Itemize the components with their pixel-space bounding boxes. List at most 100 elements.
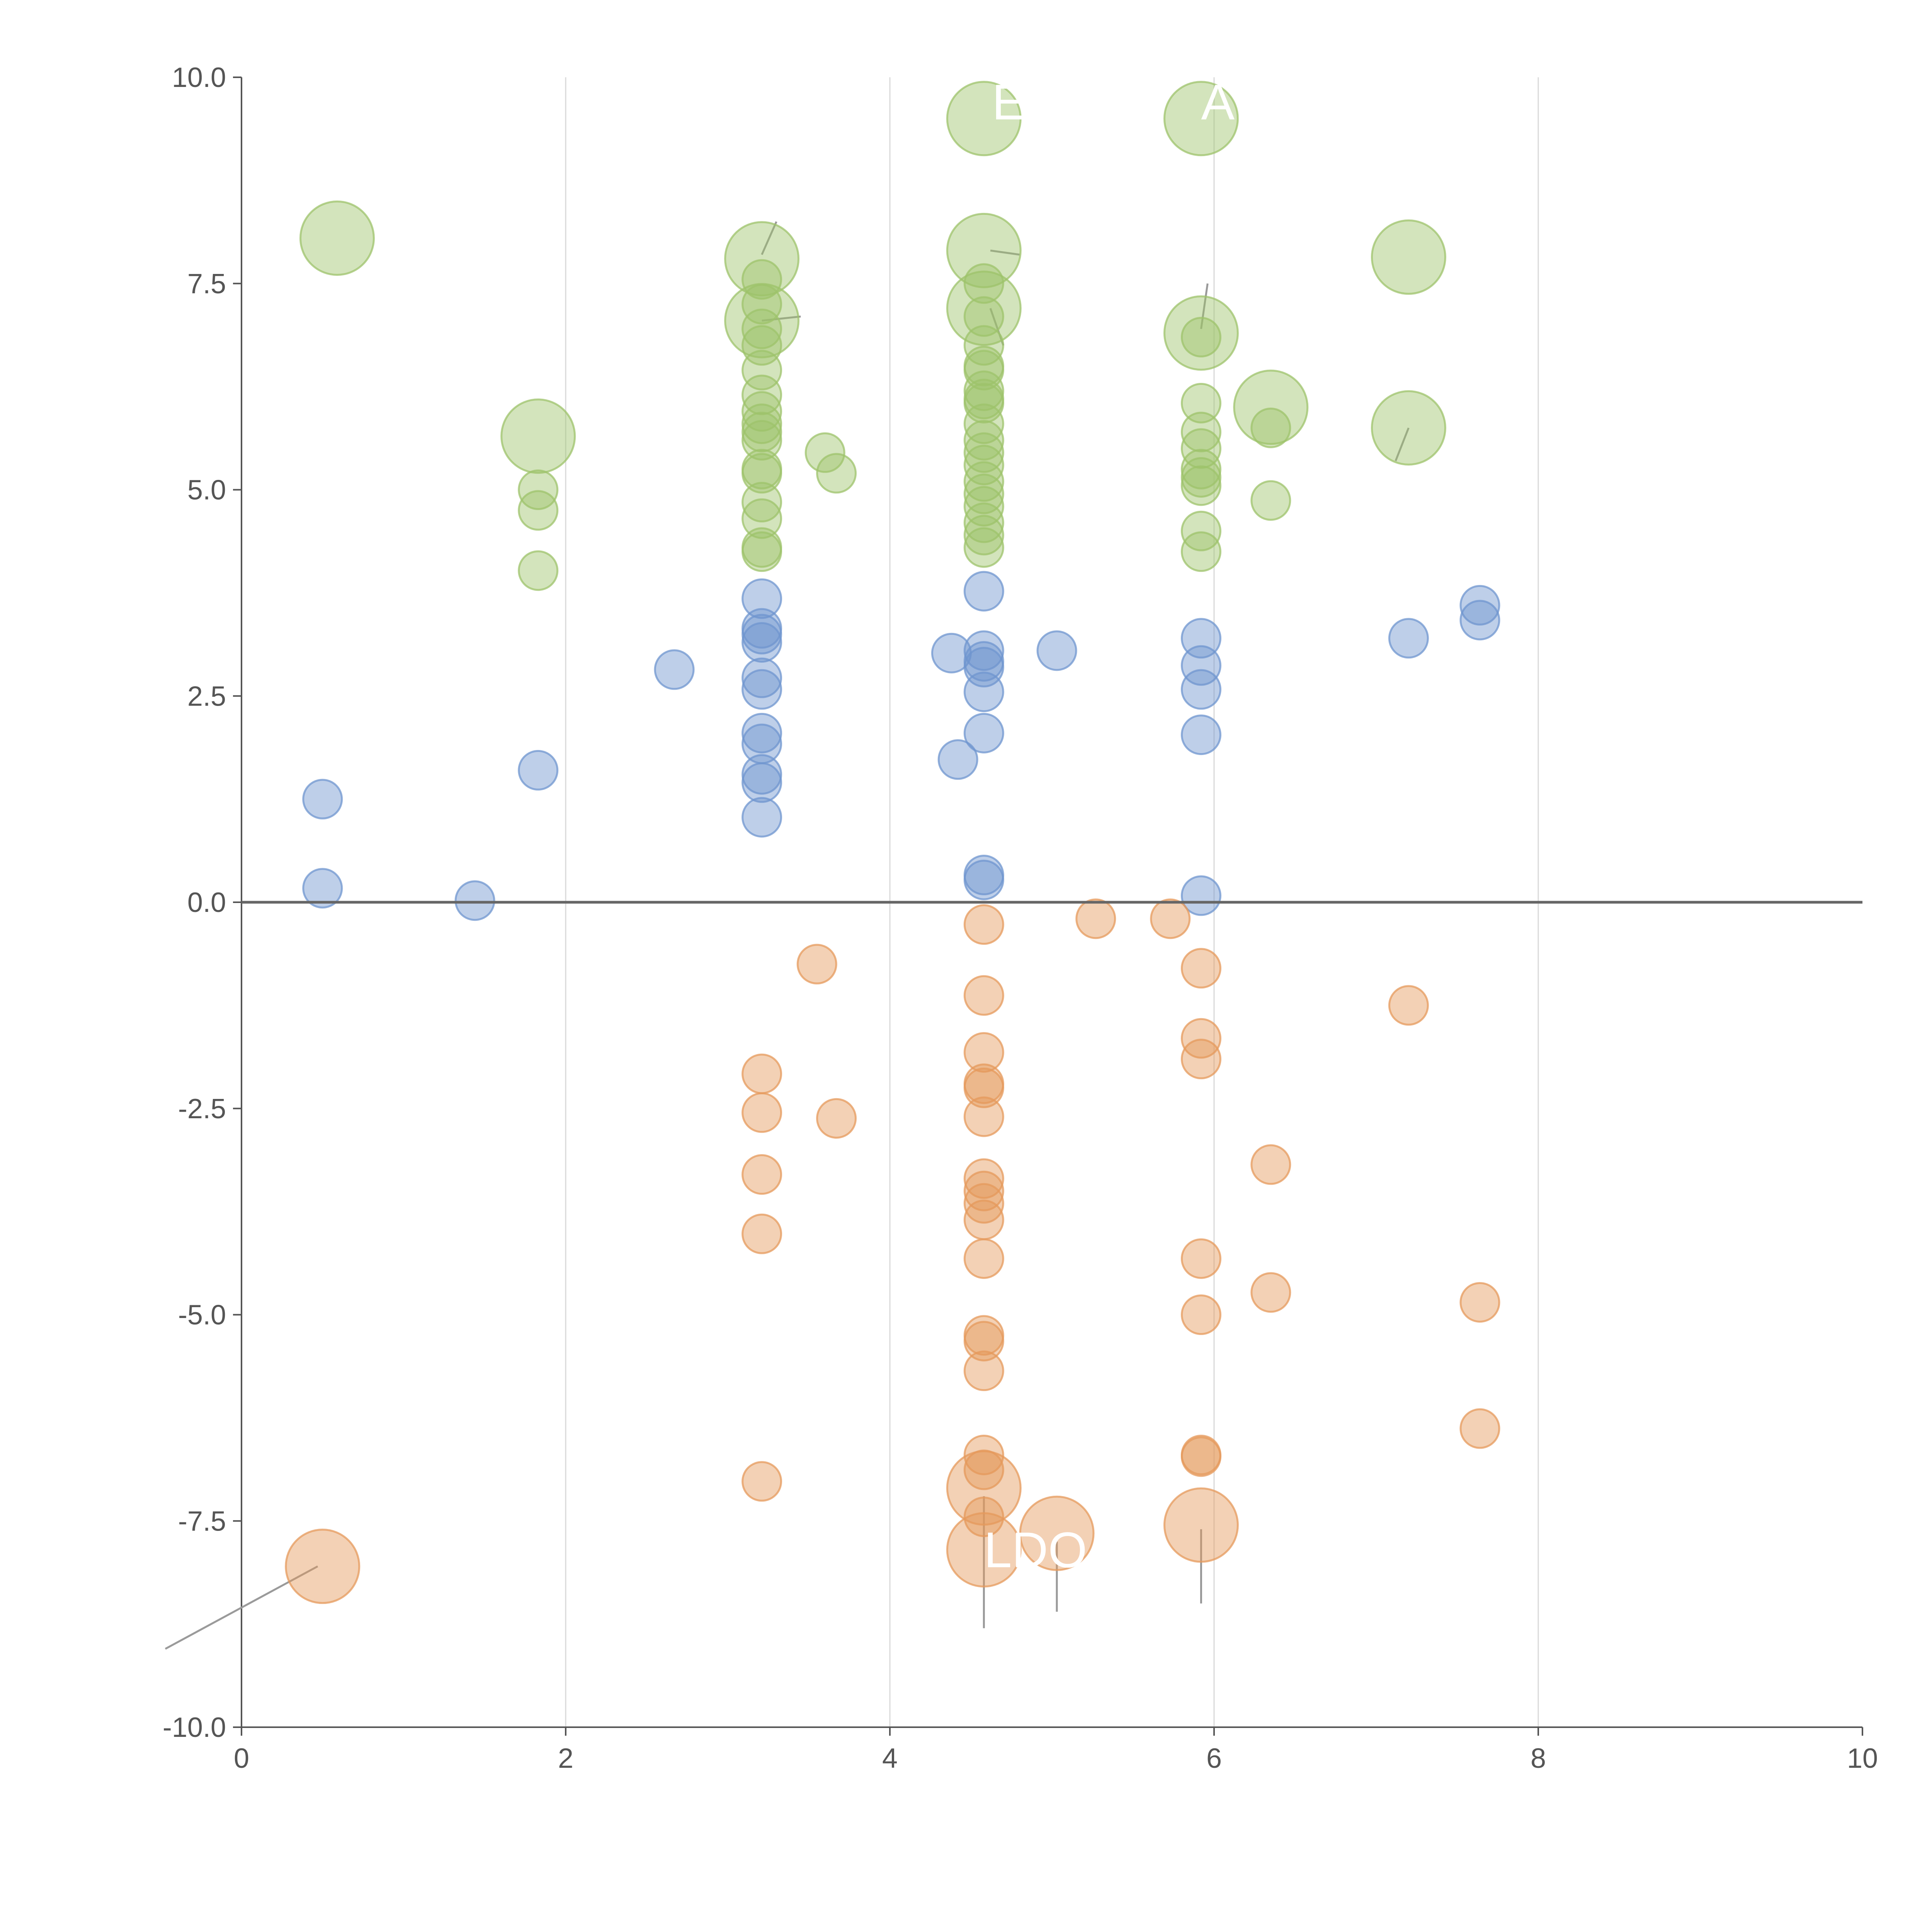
positive-low-point (518, 750, 559, 791)
negative-point (963, 1032, 1004, 1073)
positive-high-point (963, 420, 1004, 461)
positive-high-point (742, 531, 782, 572)
y-tick-label: -2.5 (178, 1094, 226, 1124)
positive-high-point (946, 213, 1022, 288)
positive-high-point (1163, 295, 1239, 371)
leader-line (990, 249, 1020, 256)
negative-point (946, 1450, 1022, 1526)
negative-point (963, 1067, 1004, 1108)
negative-point (963, 975, 1004, 1016)
positive-high-point (963, 486, 1004, 527)
negative-point (1250, 1144, 1291, 1185)
positive-high-point (742, 374, 782, 415)
positive-low-point (1180, 645, 1221, 686)
data-points (285, 81, 1500, 1604)
positive-high-point (518, 550, 559, 591)
positive-high-point (963, 383, 1004, 423)
positive-low-point (1388, 618, 1429, 659)
positive-high-point (1180, 449, 1221, 490)
y-tick-label: 2.5 (187, 681, 226, 712)
positive-low-point (1459, 585, 1500, 626)
positive-low-point (963, 713, 1004, 753)
x-tick-label: 2 (558, 1743, 573, 1774)
leader-line (989, 308, 1005, 346)
positive-low-point (963, 859, 1004, 900)
negative-point (742, 1213, 782, 1254)
negative-point (285, 1529, 361, 1604)
positive-high-point (742, 350, 782, 391)
positive-high-point (1180, 383, 1221, 423)
negative-point (963, 1321, 1004, 1362)
x-tick-label: 6 (1206, 1743, 1222, 1774)
positive-high-point (1180, 317, 1221, 358)
negative-point (816, 1098, 857, 1139)
negative-point (742, 1461, 782, 1502)
positive-low-point (742, 669, 782, 710)
positive-high-point (963, 527, 1004, 568)
negative-point (963, 1096, 1004, 1137)
negative-point (963, 1238, 1004, 1279)
positive-high-point (963, 263, 1004, 304)
positive-low-point (302, 779, 343, 820)
negative-point (946, 1512, 1022, 1588)
positive-high-point (1180, 531, 1221, 572)
positive-low-point (1459, 600, 1500, 641)
positive-low-point (742, 754, 782, 795)
positive-high-point (1180, 428, 1221, 469)
positive-high-point (963, 461, 1004, 502)
x-tick-label: 4 (882, 1743, 898, 1774)
positive-high-point (963, 325, 1004, 366)
positive-high-point (742, 284, 782, 325)
negative-point (1459, 1408, 1500, 1449)
positive-high-point (963, 350, 1004, 391)
negative-point (963, 1170, 1004, 1211)
positive-high-point (742, 391, 782, 432)
positive-high-point (1180, 465, 1221, 506)
positive-low-point (1180, 875, 1221, 916)
positive-high-point (500, 398, 576, 474)
negative-point (963, 1350, 1004, 1391)
positive-low-point (742, 622, 782, 663)
positive-low-point (742, 614, 782, 655)
positive-high-point (742, 412, 782, 452)
positive-high-point (1180, 412, 1221, 452)
negative-point (1250, 1272, 1291, 1313)
positive-high-point (742, 259, 782, 300)
negative-point (1180, 1436, 1221, 1477)
negative-point (1180, 1294, 1221, 1335)
positive-low-point (963, 647, 1004, 688)
negative-point (1388, 985, 1429, 1026)
y-tick-label: -7.5 (178, 1506, 226, 1537)
positive-low-point (454, 880, 495, 921)
positive-high-point (1371, 390, 1446, 466)
y-tick-label: 10.0 (172, 62, 226, 93)
positive-low-point (302, 868, 343, 909)
negative-point (963, 1497, 1004, 1537)
positive-low-point (937, 739, 978, 780)
negative-point (1180, 1039, 1221, 1080)
leader-line (1395, 427, 1410, 461)
positive-high-point (963, 432, 1004, 473)
negative-point (963, 1199, 1004, 1240)
positive-low-point (742, 657, 782, 698)
x-tick-label: 10 (1847, 1743, 1878, 1774)
positive-high-point (946, 81, 1022, 156)
negative-point (1019, 1495, 1095, 1571)
positive-high-point (742, 403, 782, 444)
negative-point (1180, 1018, 1221, 1059)
positive-high-point (299, 200, 375, 276)
negative-point (1180, 1238, 1221, 1279)
positive-high-point (1163, 81, 1239, 156)
positive-high-point (963, 502, 1004, 543)
negative-point (963, 1158, 1004, 1199)
negative-point (1163, 1487, 1239, 1563)
negative-point (963, 1434, 1004, 1475)
negative-point (742, 1092, 782, 1133)
positive-high-point (742, 308, 782, 349)
leader-line (762, 315, 801, 322)
annotations: E AN LDO (984, 74, 1271, 1578)
positive-high-point (518, 469, 559, 510)
positive-high-point (742, 453, 782, 494)
negative-point (963, 1183, 1004, 1224)
positive-high-point (1180, 510, 1221, 551)
